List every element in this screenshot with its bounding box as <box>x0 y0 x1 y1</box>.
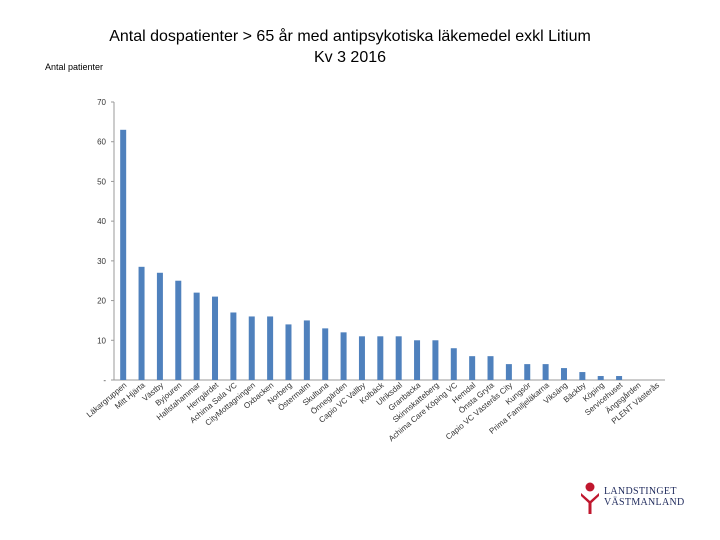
bar-28 <box>616 376 623 380</box>
bar-12 <box>322 328 329 380</box>
y-tick-label: 20 <box>97 297 106 306</box>
y-tick-label: - <box>103 376 106 385</box>
bar-21 <box>487 356 494 380</box>
bar-13 <box>340 332 347 380</box>
bar-2 <box>138 266 145 380</box>
y-tick-label: 30 <box>97 257 106 266</box>
bar-7 <box>230 312 237 380</box>
bar-3 <box>156 272 163 380</box>
chart-title-line1: Antal dospatienter > 65 år med antipsyko… <box>109 28 591 45</box>
chart-title: Antal dospatienter > 65 år med antipsyko… <box>0 26 700 68</box>
footer-gradient-bar <box>36 485 566 511</box>
bar-5 <box>193 292 200 380</box>
bar-27 <box>597 376 604 380</box>
y-axis-label: Antal patienter <box>45 62 104 72</box>
y-tick-label: 70 <box>97 98 106 107</box>
y-tick-label: 10 <box>97 336 106 345</box>
bar-6 <box>212 296 219 380</box>
landstinget-logo: LANDSTINGET VÄSTMANLAND <box>578 480 698 516</box>
bar-14 <box>358 336 365 380</box>
bar-24 <box>542 364 549 380</box>
bar-22 <box>505 364 512 380</box>
bar-16 <box>395 336 402 380</box>
bar-8 <box>248 316 255 380</box>
bar-17 <box>414 340 421 380</box>
bar-18 <box>432 340 439 380</box>
bar-4 <box>175 280 182 380</box>
bar-11 <box>303 320 310 380</box>
bar-23 <box>524 364 531 380</box>
bar-20 <box>469 356 476 380</box>
bar-10 <box>285 324 292 380</box>
bar-1 <box>120 129 127 380</box>
y-tick-label: 50 <box>97 177 106 186</box>
chart-title-line2: Kv 3 2016 <box>313 49 387 66</box>
bar-25 <box>560 368 567 380</box>
bar-15 <box>377 336 384 380</box>
bar-26 <box>579 372 586 380</box>
y-tick-label: 60 <box>97 138 106 147</box>
bar-9 <box>267 316 274 380</box>
logo-text-line1: LANDSTINGET <box>604 486 677 497</box>
logo-text-line2: VÄSTMANLAND <box>604 497 685 508</box>
logo-icon <box>581 482 599 514</box>
y-tick-label: 40 <box>97 217 106 226</box>
bar-19 <box>450 348 457 380</box>
